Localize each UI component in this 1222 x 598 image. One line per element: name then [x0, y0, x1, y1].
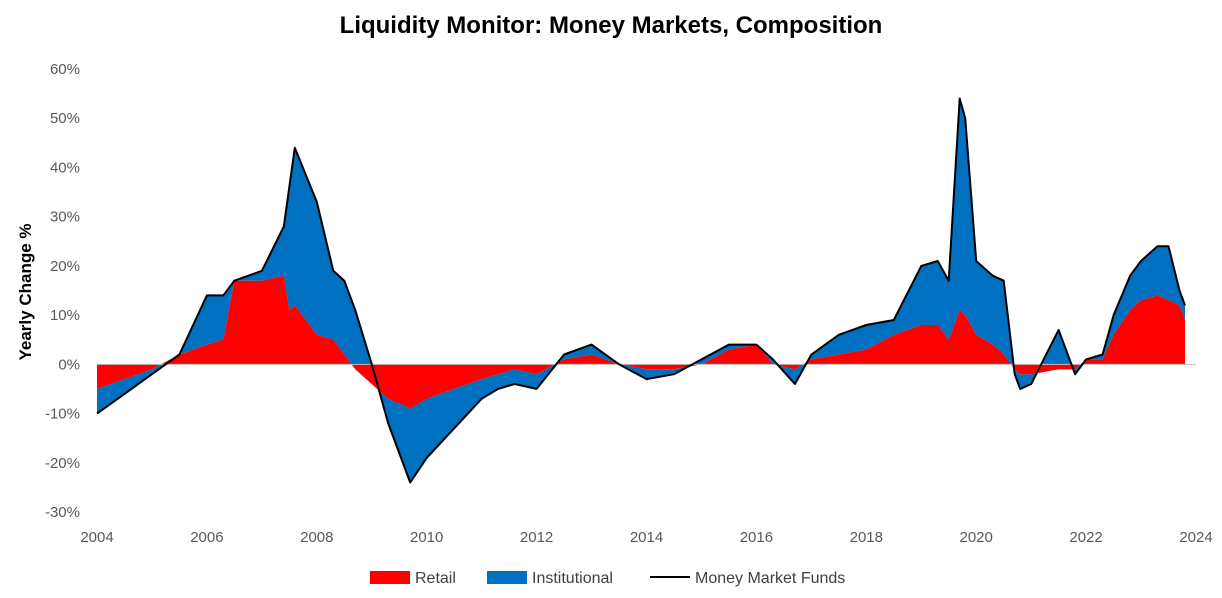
y-tick-label: 20%	[50, 258, 80, 275]
x-tick-label: 2010	[410, 529, 443, 546]
retail-area	[97, 275, 1185, 409]
y-tick-label: 60%	[50, 61, 80, 78]
legend-swatch-retail	[370, 571, 410, 584]
x-tick-label: 2018	[850, 529, 883, 546]
x-tick-label: 2004	[80, 529, 113, 546]
legend-swatch-institutional	[487, 571, 527, 584]
institutional-area	[97, 98, 1185, 483]
x-tick-label: 2024	[1179, 529, 1212, 546]
x-tick-label: 2012	[520, 529, 553, 546]
y-tick-label: -30%	[45, 504, 80, 521]
y-tick-label: -20%	[45, 455, 80, 472]
legend: Retail Institutional Money Market Funds	[370, 570, 845, 587]
x-tick-label: 2022	[1069, 529, 1102, 546]
legend-label-institutional: Institutional	[532, 570, 613, 587]
legend-label-money-market-funds: Money Market Funds	[695, 570, 845, 587]
y-axis-label: Yearly Change %	[16, 223, 35, 360]
plot-areas	[97, 98, 1185, 483]
x-tick-labels: 2004 2006 2008 2010 2012 2014 2016 2018 2020 2022…	[80, 529, 1212, 546]
chart-title: Liquidity Monitor: Money Markets, Compos…	[339, 12, 883, 39]
x-tick-label: 2008	[300, 529, 333, 546]
y-tick-label: 40%	[50, 159, 80, 176]
x-tick-label: 2006	[190, 529, 223, 546]
y-tick-label: 10%	[50, 307, 80, 324]
line-layer	[96, 97, 1186, 484]
x-tick-label: 2016	[740, 529, 773, 546]
y-tick-label: 30%	[50, 209, 80, 226]
y-tick-label: 50%	[50, 110, 80, 127]
y-tick-label: 0%	[58, 356, 80, 373]
money-market-funds-line	[96, 97, 1186, 484]
legend-label-retail: Retail	[415, 570, 456, 587]
x-tick-label: 2020	[960, 529, 993, 546]
y-tick-labels: 60% 50% 40% 30% 20% 10% 0% -10% -20% -30%	[45, 61, 80, 521]
y-tick-label: -10%	[45, 406, 80, 423]
x-tick-label: 2014	[630, 529, 663, 546]
